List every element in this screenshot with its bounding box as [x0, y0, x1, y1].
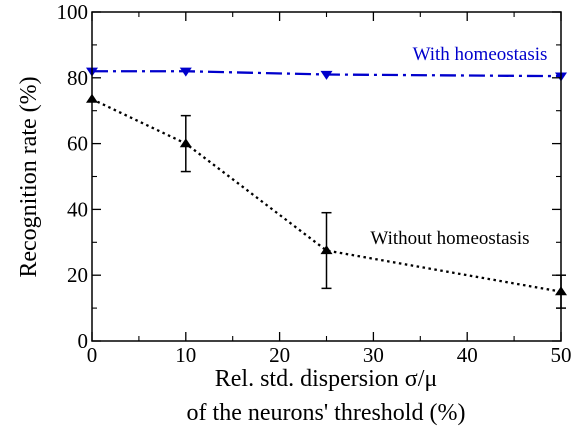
y-axis-title: Recognition rate (%): [16, 76, 42, 277]
x-tick-label: 20: [269, 343, 290, 367]
x-tick-label: 0: [87, 343, 98, 367]
x-axis-title-line-2: of the neurons' threshold (%): [187, 400, 466, 426]
x-tick-label: 10: [175, 343, 196, 367]
x-tick-label: 50: [551, 343, 572, 367]
series-line-0: [92, 70, 562, 78]
y-tick-label: 0: [78, 329, 89, 353]
labels-layer: 0 10 20 30 40 50 0 20 40 60 80 100 With homeostasis W…: [57, 0, 572, 367]
y-tick-label: 100: [57, 0, 89, 24]
series-label-1: Without homeostasis: [370, 228, 529, 249]
series-layer: [86, 67, 567, 309]
y-tick-label: 40: [67, 197, 88, 221]
y-tick-label: 80: [67, 66, 88, 90]
data-point-marker: [320, 70, 333, 80]
x-tick-label: 40: [457, 343, 478, 367]
x-axis-title-line-1: Rel. std. dispersion σ/μ: [215, 366, 437, 392]
series-line-1: [91, 98, 562, 293]
y-tick-label: 20: [67, 263, 88, 287]
x-tick-label: 30: [363, 343, 384, 367]
data-point-marker: [320, 245, 333, 255]
data-point-marker: [179, 67, 192, 77]
ticks-layer: [91, 11, 562, 342]
series-label-0: With homeostasis: [413, 44, 548, 65]
y-tick-label: 60: [67, 132, 88, 156]
data-point-marker: [179, 138, 192, 148]
